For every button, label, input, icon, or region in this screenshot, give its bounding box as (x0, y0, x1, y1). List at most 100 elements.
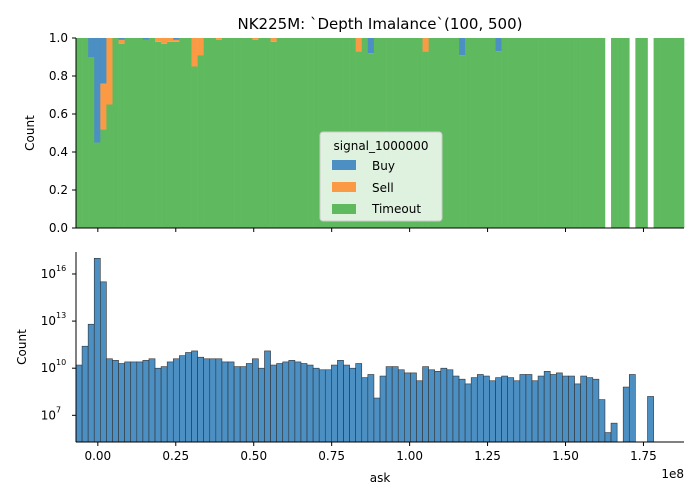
bar-timeout (538, 38, 545, 228)
count-bar (556, 372, 563, 443)
bar-timeout (240, 38, 247, 228)
bottom-x-tick-label: 0.25 (162, 449, 189, 463)
count-bar (501, 375, 508, 443)
count-bar (142, 360, 150, 443)
bar-timeout (465, 38, 472, 228)
bar-timeout (215, 39, 223, 229)
bar-timeout (221, 38, 229, 228)
bar-timeout (300, 38, 308, 228)
bottom-x-axis-label: ask (370, 471, 391, 485)
count-bar (355, 363, 363, 443)
bar-timeout (155, 41, 162, 228)
bar-timeout (88, 57, 95, 228)
bar-timeout (635, 38, 642, 228)
count-bar (343, 364, 350, 443)
count-bar (282, 361, 290, 443)
bottom-x-tick-label: 0.75 (318, 449, 345, 463)
bottom-y-tick-exponent: 13 (56, 311, 66, 320)
bar-timeout (532, 38, 539, 228)
count-bar (136, 361, 144, 443)
bar-timeout (288, 38, 296, 228)
bar-timeout (507, 38, 515, 228)
count-bar (227, 361, 235, 443)
count-bar (172, 358, 180, 443)
count-bar (209, 358, 217, 443)
count-bar (361, 377, 369, 443)
bottom-y-tick-label: 10 (41, 361, 56, 375)
bar-sell (161, 38, 168, 44)
bar-buy (88, 38, 95, 57)
count-bar (233, 366, 241, 443)
count-bar (622, 386, 630, 443)
bottom-x-tick-label: 1.25 (474, 449, 501, 463)
count-bar (373, 397, 381, 443)
bar-buy (142, 38, 150, 40)
count-bar (549, 374, 557, 443)
bar-sell (191, 38, 198, 67)
bar-timeout (161, 43, 168, 229)
count-bar (458, 378, 466, 443)
count-bar (397, 369, 405, 443)
count-bar (483, 375, 490, 443)
bar-timeout (234, 38, 241, 228)
bar-timeout (641, 38, 648, 228)
bar-timeout (501, 38, 508, 228)
bar-buy (173, 38, 180, 40)
bar-timeout (82, 38, 89, 228)
count-bar (337, 360, 344, 443)
bar-sell (197, 38, 204, 56)
count-bar (434, 371, 442, 443)
count-bar (306, 364, 314, 443)
count-bar (598, 399, 606, 443)
legend-swatch-sell (332, 182, 356, 192)
bar-timeout (100, 129, 107, 228)
bar-sell (118, 39, 125, 44)
bar-timeout (130, 38, 138, 228)
bar-timeout (148, 38, 156, 228)
bar-timeout (671, 38, 679, 228)
count-bar (239, 366, 247, 443)
bar-timeout (173, 41, 180, 228)
count-bar (324, 369, 332, 443)
count-bar (300, 363, 308, 443)
bar-timeout (519, 38, 527, 228)
bar-timeout (276, 38, 284, 228)
top-y-tick-label: 0.8 (49, 69, 68, 83)
bar-sell (270, 38, 277, 42)
bottom-y-tick-label: 10 (41, 267, 56, 281)
bar-timeout (136, 38, 144, 228)
bar-timeout (592, 38, 600, 228)
bar-timeout (471, 38, 478, 228)
top-y-tick-label: 0.2 (49, 183, 68, 197)
count-bar (166, 361, 174, 443)
bar-timeout (611, 38, 618, 228)
bar-buy (459, 38, 466, 56)
bar-timeout (197, 55, 204, 228)
count-bar (93, 257, 101, 443)
legend-label-timeout: Timeout (371, 202, 421, 216)
bottom-x-tick-label: 1.00 (396, 449, 423, 463)
bar-timeout (246, 38, 253, 228)
bar-timeout (307, 38, 314, 228)
bar-timeout (483, 38, 490, 228)
count-bar (215, 358, 223, 443)
count-bar (130, 361, 138, 443)
bar-sell (155, 38, 162, 42)
bar-buy (100, 38, 107, 84)
bar-buy (118, 38, 125, 40)
count-bar (294, 361, 302, 443)
count-bar (513, 380, 521, 443)
count-bar (416, 380, 423, 443)
count-bar (428, 369, 436, 443)
bar-sell (422, 38, 429, 52)
bar-timeout (556, 38, 563, 228)
top-y-tick-label: 0.0 (49, 221, 68, 235)
legend-swatch-timeout (332, 204, 356, 214)
count-bar (391, 366, 399, 443)
bar-timeout (446, 38, 454, 228)
count-bar (118, 363, 125, 443)
bar-timeout (209, 38, 217, 228)
count-bar (537, 375, 545, 443)
x-offset-label: 1e8 (661, 467, 684, 481)
